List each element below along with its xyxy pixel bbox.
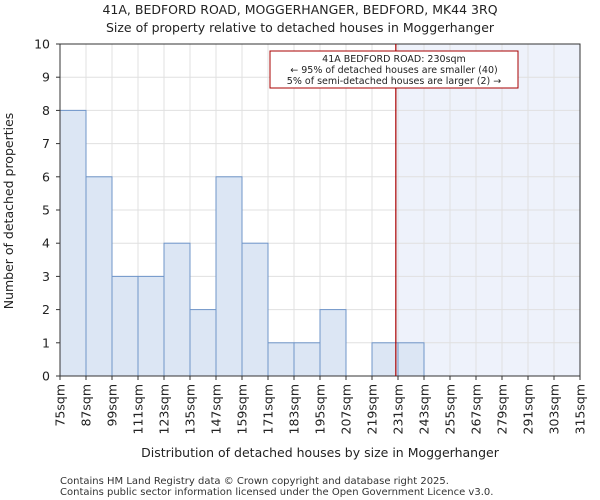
annotation-line-3: 5% of semi-detached houses are larger (2… (287, 76, 501, 87)
y-tick-label: 2 (42, 302, 50, 317)
x-tick-label: 195sqm (313, 384, 328, 434)
histogram-bar (319, 309, 347, 377)
y-tick-label: 1 (42, 335, 50, 350)
histogram-bar (163, 242, 191, 377)
x-tick-label: 243sqm (417, 384, 432, 434)
x-tick-label: 279sqm (495, 384, 510, 434)
histogram-bar (293, 342, 321, 377)
footer-line-2: Contains public sector information licen… (60, 487, 493, 498)
x-tick-label: 315sqm (573, 384, 588, 434)
histogram-bar (137, 275, 165, 377)
y-tick-label: 5 (42, 203, 50, 218)
y-tick-label: 7 (42, 136, 50, 151)
histogram-bar (397, 342, 425, 377)
annotation-line-2: ← 95% of detached houses are smaller (40… (290, 65, 497, 76)
y-tick-label: 6 (42, 169, 50, 184)
x-axis-label: Distribution of detached houses by size … (141, 445, 500, 460)
histogram-bar (59, 109, 87, 377)
histogram-bar (85, 176, 113, 377)
y-axis-label: Number of detached properties (1, 113, 16, 310)
plot-area: 0 1 2 3 4 5 6 7 8 9 10 75sqm 87sqm 99sqm 111sqm 123sqm 1… (34, 37, 587, 435)
histogram-bar (241, 242, 269, 377)
footer-line-1: Contains HM Land Registry data © Crown c… (60, 476, 449, 487)
annotation-line-1: 41A BEDFORD ROAD: 230sqm (322, 54, 466, 65)
x-tick-label: 87sqm (79, 384, 94, 427)
y-tick-label: 10 (34, 37, 50, 52)
histogram-bar (111, 275, 139, 377)
x-tick-label: 171sqm (261, 384, 276, 434)
chart-title: 41A, BEDFORD ROAD, MOGGERHANGER, BEDFORD… (102, 2, 497, 17)
annotation-box (269, 50, 519, 89)
x-tick-label: 183sqm (287, 384, 302, 434)
x-tick-label: 267sqm (469, 384, 484, 434)
x-tick-label: 303sqm (547, 384, 562, 434)
histogram-bar (189, 309, 217, 377)
y-tick-label: 3 (42, 269, 50, 284)
x-tick-label: 159sqm (235, 384, 250, 434)
x-tick-label: 219sqm (365, 384, 380, 434)
x-tick-label: 231sqm (391, 384, 406, 434)
x-tick-label: 291sqm (521, 384, 536, 434)
x-tick-label: 111sqm (131, 384, 146, 434)
x-tick-label: 207sqm (339, 384, 354, 434)
x-tick-label: 99sqm (105, 384, 120, 427)
x-tick-label: 135sqm (183, 384, 198, 434)
y-tick-label: 9 (42, 70, 50, 85)
y-tick-label: 8 (42, 103, 50, 118)
histogram-bar (371, 342, 399, 377)
x-tick-label: 123sqm (157, 384, 172, 434)
histogram-bar (215, 176, 243, 377)
x-tick-label: 255sqm (443, 384, 458, 434)
chart-subtitle: Size of property relative to detached ho… (106, 20, 495, 35)
histogram-bar (267, 342, 295, 377)
x-tick-label: 75sqm (53, 384, 68, 427)
y-tick-label: 4 (42, 236, 50, 251)
y-tick-label: 0 (42, 369, 50, 384)
x-tick-label: 147sqm (209, 384, 224, 434)
